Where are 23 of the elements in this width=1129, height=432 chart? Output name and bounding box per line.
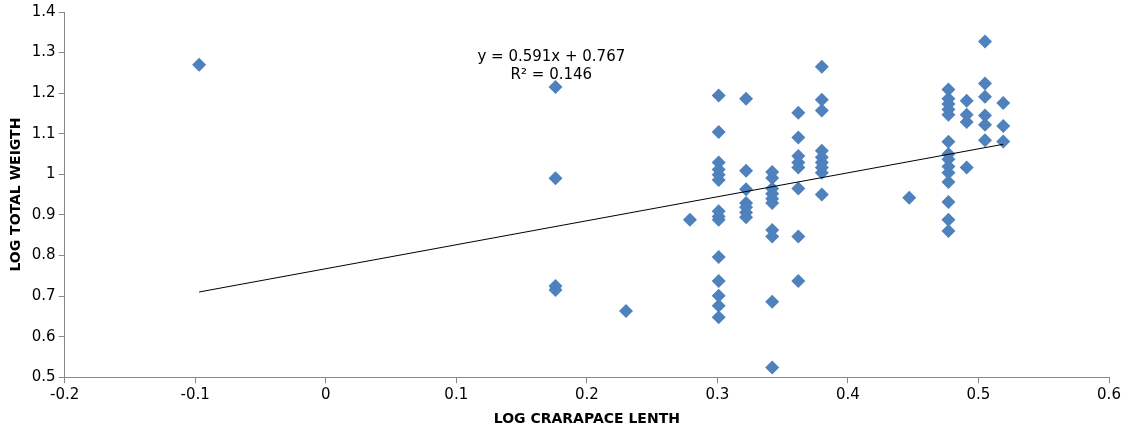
x-tick-label: -0.2 (50, 385, 80, 404)
x-tick-label: 0.3 (705, 385, 730, 404)
x-tick-label: 0.4 (835, 385, 860, 404)
y-tick-label: 1.4 (31, 1, 56, 20)
y-tick-label: 1 (46, 164, 56, 183)
x-tick-label: 0 (320, 385, 331, 404)
y-tick-label: 1.2 (31, 83, 56, 102)
x-tick-label: -0.1 (180, 385, 210, 404)
x-tick-label: 0.5 (966, 385, 991, 404)
x-axis-title: LOG CRARAPACE LENTH (493, 410, 680, 427)
annotation: y = 0.591x + 0.767 (477, 46, 626, 65)
y-tick-label: 0.5 (31, 367, 56, 386)
x-tick-label: 0.2 (574, 385, 599, 404)
x-tick-label: 0.1 (444, 385, 469, 404)
y-tick-label: 1.3 (31, 42, 56, 61)
y-tick-label: 0.8 (31, 245, 56, 264)
x-tick-label: 0.6 (1097, 385, 1121, 404)
y-axis-title: LOG TOTAL WEIGTH (7, 117, 24, 272)
y-tick-label: 1.1 (31, 123, 56, 142)
y-tick-label: 0.6 (31, 326, 56, 345)
y-tick-label: 0.9 (31, 204, 56, 223)
annotation: R² = 0.146 (510, 64, 593, 83)
y-tick-label: 0.7 (31, 285, 56, 304)
